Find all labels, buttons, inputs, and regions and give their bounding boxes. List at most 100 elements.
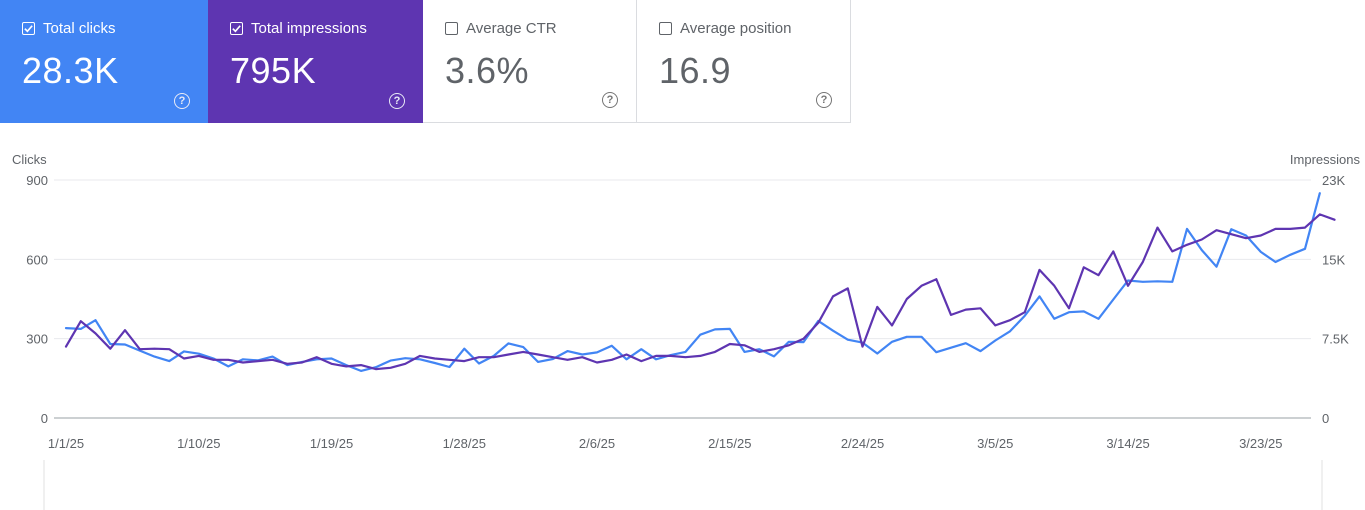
data-point-impressions bbox=[950, 314, 952, 316]
data-point-impressions bbox=[551, 356, 554, 358]
data-point-impressions bbox=[1259, 234, 1262, 237]
data-point-clicks bbox=[168, 360, 171, 362]
help-icon[interactable]: ? bbox=[816, 92, 832, 108]
help-icon[interactable]: ? bbox=[602, 92, 618, 108]
data-point-impressions bbox=[1038, 269, 1041, 271]
data-point-clicks bbox=[374, 366, 377, 369]
data-point-impressions bbox=[360, 364, 362, 366]
data-point-impressions bbox=[286, 362, 289, 365]
total-impressions-card[interactable]: Total impressions 795K ? bbox=[208, 0, 423, 123]
data-point-impressions bbox=[1053, 284, 1056, 287]
data-point-impressions bbox=[419, 355, 421, 357]
data-point-impressions bbox=[94, 332, 97, 335]
data-point-impressions bbox=[478, 356, 480, 358]
data-point-impressions bbox=[1186, 243, 1188, 246]
data-point-impressions bbox=[655, 355, 657, 357]
average-ctr-card[interactable]: Average CTR 3.6% ? bbox=[423, 0, 637, 123]
data-point-impressions bbox=[581, 356, 584, 358]
average-ctr-checkbox[interactable] bbox=[445, 22, 458, 35]
data-point-clicks bbox=[389, 359, 392, 362]
help-icon[interactable]: ? bbox=[174, 93, 190, 109]
data-point-impressions bbox=[1304, 226, 1306, 229]
data-point-clicks bbox=[1215, 265, 1218, 268]
x-tick-label: 3/23/25 bbox=[1239, 436, 1282, 451]
y-right-axis-title: Impressions bbox=[1290, 152, 1361, 167]
data-point-impressions bbox=[758, 351, 761, 353]
total-clicks-checkbox[interactable] bbox=[22, 22, 35, 35]
data-point-impressions bbox=[817, 322, 820, 324]
average-position-card[interactable]: Average position 16.9 ? bbox=[637, 0, 851, 123]
data-point-clicks bbox=[315, 358, 318, 361]
data-point-impressions bbox=[1171, 250, 1174, 253]
data-point-impressions bbox=[1215, 229, 1218, 232]
total-clicks-card[interactable]: Total clicks 28.3K ? bbox=[0, 0, 208, 123]
total-impressions-value: 795K bbox=[230, 50, 317, 91]
data-point-impressions bbox=[1127, 284, 1129, 287]
data-point-clicks bbox=[79, 328, 82, 330]
total-clicks-value: 28.3K bbox=[22, 50, 119, 91]
average-position-header: Average position bbox=[659, 20, 791, 37]
data-point-impressions bbox=[610, 359, 613, 361]
y-right-tick-label: 23K bbox=[1322, 173, 1345, 188]
data-point-clicks bbox=[1245, 234, 1247, 237]
data-point-clicks bbox=[227, 365, 230, 368]
data-point-impressions bbox=[389, 366, 392, 369]
data-point-impressions bbox=[787, 344, 790, 347]
average-position-checkbox[interactable] bbox=[659, 22, 672, 35]
data-point-clicks bbox=[65, 327, 67, 329]
data-point-impressions bbox=[507, 353, 510, 356]
data-point-impressions bbox=[404, 362, 407, 365]
data-point-clicks bbox=[640, 348, 643, 351]
data-point-impressions bbox=[1023, 311, 1026, 314]
data-point-impressions bbox=[994, 324, 997, 327]
x-tick-label: 1/1/25 bbox=[48, 436, 84, 451]
data-point-impressions bbox=[640, 360, 643, 362]
data-point-impressions bbox=[301, 361, 303, 364]
data-point-impressions bbox=[905, 298, 908, 300]
data-point-impressions bbox=[124, 329, 126, 332]
data-point-clicks bbox=[728, 328, 731, 330]
data-point-clicks bbox=[330, 357, 333, 360]
data-point-impressions bbox=[861, 345, 864, 348]
data-point-clicks bbox=[1023, 314, 1026, 317]
data-point-impressions bbox=[920, 284, 923, 287]
performance-chart[interactable]: Clicks Impressions900600300023K15K7.5K01/… bbox=[0, 140, 1365, 510]
total-impressions-header: Total impressions bbox=[230, 20, 367, 37]
data-point-clicks bbox=[994, 339, 997, 342]
data-point-impressions bbox=[374, 368, 377, 370]
data-point-clicks bbox=[758, 348, 761, 351]
x-tick-label: 2/6/25 bbox=[579, 436, 615, 451]
data-point-impressions bbox=[832, 295, 834, 298]
data-point-impressions bbox=[684, 356, 687, 358]
data-point-clicks bbox=[684, 351, 687, 353]
data-point-impressions bbox=[714, 351, 716, 353]
data-point-impressions bbox=[168, 348, 171, 351]
data-point-impressions bbox=[153, 347, 156, 350]
x-tick-label: 3/14/25 bbox=[1106, 436, 1149, 451]
y-left-tick-label: 900 bbox=[26, 173, 48, 188]
data-point-clicks bbox=[773, 355, 775, 358]
data-point-impressions bbox=[537, 353, 539, 356]
help-icon[interactable]: ? bbox=[389, 93, 405, 109]
data-point-impressions bbox=[743, 344, 746, 347]
data-point-impressions bbox=[1141, 261, 1144, 263]
data-point-impressions bbox=[212, 359, 215, 361]
x-tick-label: 2/15/25 bbox=[708, 436, 751, 451]
data-point-impressions bbox=[183, 357, 185, 360]
average-position-label: Average position bbox=[680, 20, 792, 37]
total-clicks-label: Total clicks bbox=[43, 20, 116, 37]
average-ctr-header: Average CTR bbox=[445, 20, 557, 37]
total-impressions-checkbox[interactable] bbox=[230, 22, 243, 35]
data-point-impressions bbox=[271, 359, 274, 361]
data-point-clicks bbox=[1082, 310, 1085, 313]
total-impressions-label: Total impressions bbox=[251, 20, 367, 37]
data-point-impressions bbox=[330, 362, 333, 365]
data-point-impressions bbox=[433, 357, 436, 360]
data-point-impressions bbox=[964, 308, 967, 311]
data-point-clicks bbox=[714, 328, 716, 331]
data-point-clicks bbox=[802, 341, 805, 343]
data-point-clicks bbox=[891, 341, 893, 343]
data-point-impressions bbox=[876, 306, 879, 308]
data-point-clicks bbox=[1230, 228, 1233, 230]
y-left-tick-label: 300 bbox=[26, 332, 48, 347]
